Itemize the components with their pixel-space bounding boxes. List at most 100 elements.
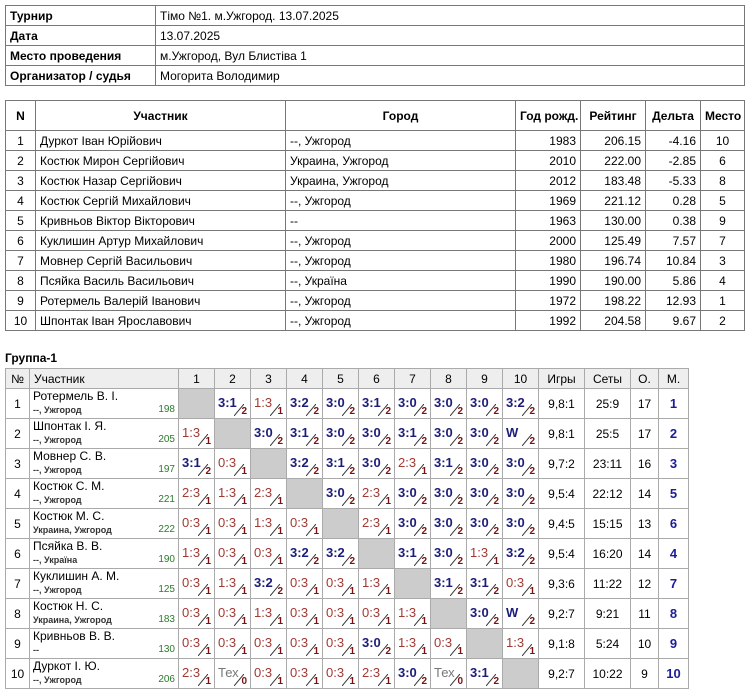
sets: 11:22 bbox=[584, 568, 631, 599]
participant-rating: 221 bbox=[158, 494, 175, 505]
column-header: М. bbox=[658, 368, 689, 389]
match-points: 2 bbox=[277, 436, 283, 447]
participant: Кривньов В. В. 130 -- bbox=[29, 628, 179, 659]
cell: 7.57 bbox=[645, 230, 701, 251]
result-cell: 3:2 2 bbox=[322, 538, 359, 569]
match-points: 2 bbox=[205, 466, 211, 477]
cell: 6 bbox=[700, 150, 745, 171]
divider bbox=[306, 614, 316, 626]
match-points: 2 bbox=[529, 406, 535, 417]
participant-info: 205 --, Ужгород bbox=[33, 433, 175, 447]
result-cell: 3:0 2 bbox=[430, 538, 467, 569]
result-cell: 3:1 2 bbox=[178, 448, 215, 479]
score: 0:3 bbox=[290, 575, 309, 590]
score: 1:3 bbox=[218, 485, 237, 500]
place: 10 bbox=[658, 658, 689, 689]
match-points: 2 bbox=[529, 556, 535, 567]
sets: 23:11 bbox=[584, 448, 631, 479]
match-points: 1 bbox=[277, 646, 283, 657]
score: 3:0 bbox=[506, 485, 525, 500]
match-points: 2 bbox=[493, 526, 499, 537]
score: 1:3 bbox=[182, 545, 201, 560]
match-points: 2 bbox=[277, 586, 283, 597]
match-points: 1 bbox=[277, 526, 283, 537]
score: 3:0 bbox=[398, 515, 417, 530]
result-cell: 0:3 1 bbox=[286, 658, 323, 689]
result-cell: 3:2 2 bbox=[502, 388, 539, 419]
games: 9,3:6 bbox=[538, 568, 585, 599]
match-points: 2 bbox=[313, 406, 319, 417]
divider bbox=[378, 464, 388, 476]
match-points: 2 bbox=[493, 586, 499, 597]
divider bbox=[306, 524, 316, 536]
match-points: 1 bbox=[493, 556, 499, 567]
divider bbox=[342, 584, 352, 596]
match-points: 1 bbox=[205, 586, 211, 597]
score: 3:0 bbox=[506, 455, 525, 470]
participant-info: 198 --, Ужгород bbox=[33, 403, 175, 417]
match-points: 1 bbox=[421, 466, 427, 477]
group-row: 8 Костюк Н. С. 183 Украина, Ужгород 0:3 1 0:3 1… bbox=[5, 598, 689, 629]
participant-rating: 197 bbox=[158, 464, 175, 475]
match-points: 1 bbox=[241, 466, 247, 477]
match-points: 2 bbox=[493, 466, 499, 477]
divider bbox=[414, 434, 424, 446]
divider bbox=[414, 614, 424, 626]
divider bbox=[378, 494, 388, 506]
divider bbox=[306, 554, 316, 566]
score: 3:0 bbox=[470, 485, 489, 500]
points: 12 bbox=[630, 568, 659, 599]
participant-rating: 205 bbox=[158, 434, 175, 445]
participant-city: --, Ужгород bbox=[33, 405, 82, 415]
divider bbox=[198, 644, 208, 656]
participant-rating: 198 bbox=[158, 404, 175, 415]
match-points: 2 bbox=[493, 496, 499, 507]
column-header: 6 bbox=[358, 368, 395, 389]
divider bbox=[414, 494, 424, 506]
match-points: 1 bbox=[313, 676, 319, 687]
match-points: 2 bbox=[493, 436, 499, 447]
score: 0:3 bbox=[254, 665, 273, 680]
self-cell bbox=[214, 418, 251, 449]
score: W bbox=[506, 605, 519, 620]
score: 0:3 bbox=[290, 635, 309, 650]
result-cell: 0:3 1 bbox=[358, 598, 395, 629]
result-cell: 3:0 2 bbox=[466, 598, 503, 629]
score: 3:0 bbox=[506, 515, 525, 530]
participant-city: --, Ужгород bbox=[33, 495, 82, 505]
points: 14 bbox=[630, 538, 659, 569]
row-number: 6 bbox=[5, 538, 30, 569]
match-points: 2 bbox=[493, 616, 499, 627]
divider bbox=[198, 524, 208, 536]
score: 2:3 bbox=[182, 485, 201, 500]
match-points: 1 bbox=[529, 586, 535, 597]
result-cell: 0:3 1 bbox=[322, 568, 359, 599]
divider bbox=[378, 674, 388, 686]
result-cell: 3:1 2 bbox=[286, 418, 323, 449]
games: 9,8:1 bbox=[538, 388, 585, 419]
divider bbox=[342, 434, 352, 446]
column-header: Игры bbox=[538, 368, 585, 389]
cell: 0.38 bbox=[645, 210, 701, 231]
group-row: 4 Костюк С. М. 221 --, Ужгород 2:3 1 1:3 1 2:3 1 3… bbox=[5, 478, 689, 509]
match-points: 2 bbox=[385, 466, 391, 477]
points: 14 bbox=[630, 478, 659, 509]
result-cell: 3:0 2 bbox=[430, 508, 467, 539]
score: 2:3 bbox=[362, 665, 381, 680]
score: 3:2 bbox=[506, 545, 525, 560]
match-points: 2 bbox=[457, 466, 463, 477]
score: Тех bbox=[434, 665, 455, 680]
result-cell: 0:3 1 bbox=[322, 628, 359, 659]
divider bbox=[306, 434, 316, 446]
result-cell: 1:3 1 bbox=[250, 508, 287, 539]
divider bbox=[378, 614, 388, 626]
row-number: 8 bbox=[5, 598, 30, 629]
score: 0:3 bbox=[506, 575, 525, 590]
cell: Дуркот Іван Юрійович bbox=[35, 130, 286, 151]
result-cell: 3:1 2 bbox=[394, 538, 431, 569]
divider bbox=[270, 524, 280, 536]
match-points: 2 bbox=[421, 676, 427, 687]
info-row: Турнир Тімо №1. м.Ужгород. 13.07.2025 bbox=[5, 5, 745, 26]
participant-name: Шпонтак І. Я. bbox=[33, 419, 107, 433]
